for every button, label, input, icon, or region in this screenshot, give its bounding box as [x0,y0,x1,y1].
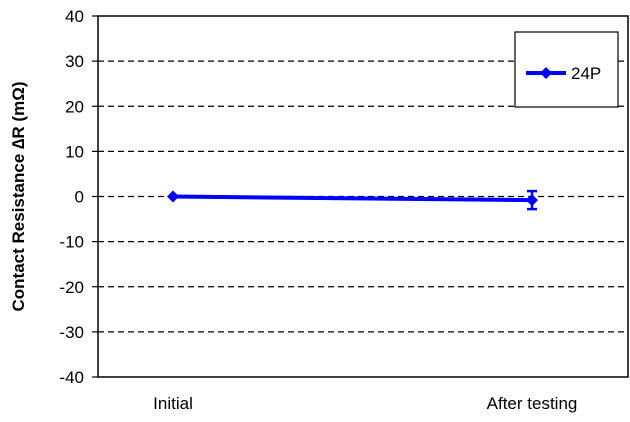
y-tick-label: 20 [65,97,84,116]
y-axis: 40 30 20 10 0 -10 -20 -30 -40 [59,7,98,387]
data-point [526,194,538,207]
series-line [172,194,533,203]
y-tick-label: -10 [59,233,84,252]
y-tick-label: 10 [65,142,84,161]
legend-label: 24P [571,64,601,83]
series-layer [167,189,538,211]
y-tick-label: 0 [75,188,84,207]
y-tick-label: 30 [65,52,84,71]
data-point [167,190,179,203]
x-axis: Initial After testing [153,394,577,413]
legend-marker [540,67,552,79]
x-tick-label: Initial [153,394,193,413]
y-tick-label: 40 [65,7,84,26]
x-tick-label: After testing [487,394,578,413]
y-tick-label: -30 [59,323,84,342]
legend: 24P [514,31,619,108]
legend-box [514,31,619,108]
y-tick-label: -40 [59,368,84,387]
y-axis-title: Contact Resistance ∆R (mΩ) [9,82,28,312]
y-tick-label: -20 [59,278,84,297]
